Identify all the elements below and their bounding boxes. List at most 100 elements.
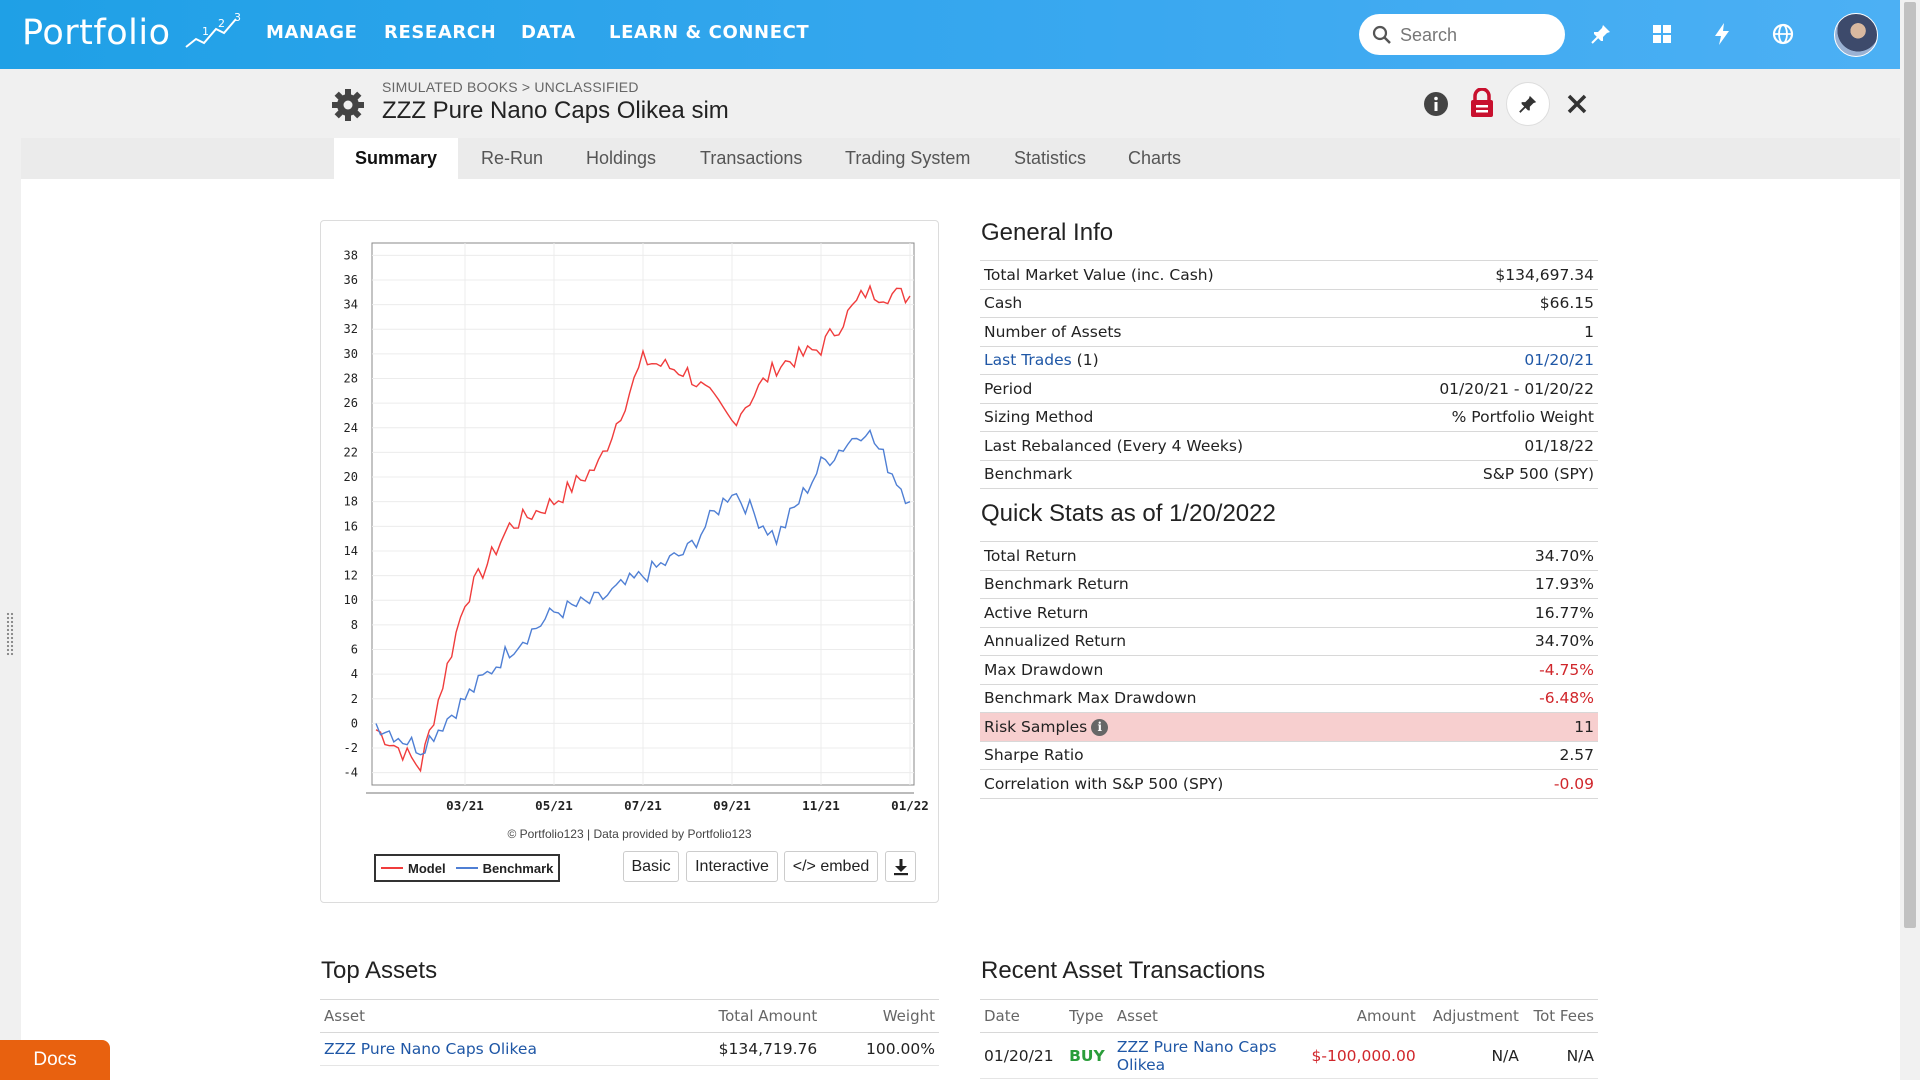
y-tick-label: 12 bbox=[344, 569, 358, 583]
breadcrumb[interactable]: SIMULATED BOOKS > UNCLASSIFIED bbox=[382, 79, 639, 95]
nav-data[interactable]: DATA bbox=[521, 22, 576, 43]
tab-re-run[interactable]: Re-Run bbox=[481, 148, 544, 168]
tab-summary[interactable]: Summary bbox=[334, 138, 459, 179]
svg-text:1: 1 bbox=[202, 25, 210, 38]
column-header[interactable]: Adjustment bbox=[1419, 999, 1523, 1033]
stat-label: Benchmark Return bbox=[980, 570, 1467, 599]
pin-icon[interactable] bbox=[1587, 20, 1615, 48]
table-row: Total Return 34.70% bbox=[980, 541, 1598, 571]
docs-button[interactable]: Docs bbox=[0, 1040, 110, 1080]
asset-weight: 100.00% bbox=[821, 1032, 939, 1066]
y-tick-label: 16 bbox=[344, 519, 358, 533]
embed-chart-button[interactable]: </> embed bbox=[784, 851, 878, 882]
column-header[interactable]: Total Amount bbox=[657, 999, 822, 1033]
user-avatar[interactable] bbox=[1834, 13, 1878, 57]
column-header[interactable]: Date bbox=[980, 999, 1066, 1033]
chart-credit: © Portfolio123 | Data provided by Portfo… bbox=[507, 827, 752, 841]
performance-chart[interactable]: -4-2024681012141618202224262830323436380… bbox=[320, 220, 939, 903]
y-tick-label: 8 bbox=[351, 618, 358, 632]
chart-legend[interactable]: Model Benchmark bbox=[374, 854, 560, 882]
download-chart-button[interactable] bbox=[885, 851, 916, 882]
table-header-row: Date Type Asset Amount Adjustment Tot Fe… bbox=[980, 999, 1598, 1033]
column-header[interactable]: Amount bbox=[1296, 999, 1420, 1033]
table-row: Benchmark Max Drawdown -6.48% bbox=[980, 684, 1598, 713]
nav-manage[interactable]: MANAGE bbox=[266, 22, 358, 43]
stat-value: -4.75% bbox=[1466, 655, 1598, 685]
y-tick-label: 6 bbox=[351, 643, 358, 657]
transaction-date: 01/20/21 bbox=[980, 1032, 1066, 1079]
transaction-adjustment: N/A bbox=[1419, 1032, 1523, 1079]
y-tick-label: -2 bbox=[344, 741, 358, 755]
interactive-chart-button[interactable]: Interactive bbox=[686, 851, 778, 882]
tab-statistics[interactable]: Statistics bbox=[1014, 148, 1087, 168]
y-tick-label: 10 bbox=[344, 593, 358, 607]
search-input[interactable] bbox=[1400, 23, 1550, 47]
table-row: Active Return 16.77% bbox=[980, 598, 1598, 628]
nav-learn-connect[interactable]: LEARN & CONNECT bbox=[609, 22, 810, 43]
y-tick-label: 2 bbox=[351, 692, 358, 706]
resize-handle[interactable] bbox=[6, 612, 14, 656]
tab-trading-system[interactable]: Trading System bbox=[845, 148, 971, 168]
table-row: Last Trades (1) 01/20/21 bbox=[980, 346, 1598, 375]
series-line-benchmark bbox=[375, 428, 911, 756]
x-tick-label: 09/21 bbox=[713, 798, 751, 813]
lock-icon[interactable] bbox=[1465, 86, 1499, 120]
page-scrollbar[interactable] bbox=[1900, 0, 1920, 1080]
x-tick-label: 01/22 bbox=[891, 798, 929, 813]
stat-value: 2.57 bbox=[1466, 741, 1598, 770]
info-icon[interactable] bbox=[1419, 87, 1453, 121]
table-row: Total Market Value (inc. Cash) $134,697.3… bbox=[980, 260, 1598, 290]
nav-research[interactable]: RESEARCH bbox=[384, 22, 497, 43]
table-row: Period 01/20/21 - 01/20/22 bbox=[980, 374, 1598, 404]
last-trades-link[interactable]: Last Trades bbox=[984, 351, 1072, 370]
logo-text: Portfolio bbox=[22, 13, 171, 53]
y-tick-label: 18 bbox=[344, 495, 358, 509]
pin-page-button[interactable] bbox=[1506, 82, 1550, 126]
table-row: 01/20/21 BUY ZZZ Pure Nano Caps Olikea $-… bbox=[980, 1032, 1598, 1079]
page-title: ZZZ Pure Nano Caps Olikea sim bbox=[382, 97, 729, 124]
quick-stats-table: Total Return 34.70% Benchmark Return 17.93… bbox=[980, 541, 1598, 799]
close-icon[interactable] bbox=[1560, 87, 1594, 121]
last-trades-date-link[interactable]: 01/20/21 bbox=[1364, 346, 1598, 375]
info-value: % Portfolio Weight bbox=[1364, 403, 1598, 432]
tab-charts[interactable]: Charts bbox=[1128, 148, 1182, 168]
y-tick-label: 34 bbox=[344, 298, 358, 312]
info-icon[interactable]: i bbox=[1091, 718, 1109, 736]
tab-holdings[interactable]: Holdings bbox=[586, 148, 657, 168]
portfolio123-logo[interactable]: Portfolio 1 2 3 bbox=[22, 13, 241, 53]
search-icon bbox=[1372, 25, 1391, 44]
y-tick-label: 14 bbox=[344, 544, 358, 558]
lightning-icon[interactable] bbox=[1708, 20, 1736, 48]
transaction-amount: $-100,000.00 bbox=[1296, 1032, 1420, 1079]
asset-name-line: Olikea bbox=[1116, 1055, 1166, 1074]
column-header[interactable]: Asset bbox=[320, 999, 658, 1033]
legend-model-label: Model bbox=[408, 860, 446, 876]
stat-value: 11 bbox=[1466, 712, 1598, 742]
search-box[interactable] bbox=[1359, 14, 1565, 55]
globe-icon[interactable] bbox=[1769, 20, 1797, 48]
y-tick-label: 0 bbox=[351, 716, 358, 730]
column-header[interactable]: Asset bbox=[1112, 999, 1297, 1033]
asset-link[interactable]: ZZZ Pure Nano Caps Olikea bbox=[320, 1032, 658, 1066]
svg-text:2: 2 bbox=[218, 17, 226, 30]
scrollbar-thumb[interactable] bbox=[1904, 2, 1916, 928]
basic-chart-button[interactable]: Basic bbox=[623, 851, 679, 882]
legend-benchmark-swatch bbox=[455, 867, 478, 869]
x-tick-label: 07/21 bbox=[624, 798, 662, 813]
stat-label: Annualized Return bbox=[980, 627, 1467, 656]
table-row: Max Drawdown -4.75% bbox=[980, 655, 1598, 685]
tab-transactions[interactable]: Transactions bbox=[700, 148, 803, 168]
info-value: $66.15 bbox=[1364, 289, 1598, 318]
column-header[interactable]: Type bbox=[1065, 999, 1113, 1033]
gear-icon[interactable] bbox=[330, 87, 366, 123]
recent-transactions-table: Date Type Asset Amount Adjustment Tot Fe… bbox=[980, 999, 1598, 1079]
column-header[interactable]: Tot Fees bbox=[1522, 999, 1598, 1033]
y-tick-label: 32 bbox=[344, 322, 358, 336]
grid-icon[interactable] bbox=[1648, 20, 1676, 48]
stat-value: 34.70% bbox=[1466, 541, 1598, 571]
info-value: 1 bbox=[1364, 317, 1598, 347]
transaction-asset-link[interactable]: ZZZ Pure Nano Caps Olikea bbox=[1112, 1032, 1297, 1079]
last-trades-cell: Last Trades (1) bbox=[980, 346, 1365, 375]
legend-benchmark-label: Benchmark bbox=[482, 860, 554, 876]
column-header[interactable]: Weight bbox=[821, 999, 939, 1033]
